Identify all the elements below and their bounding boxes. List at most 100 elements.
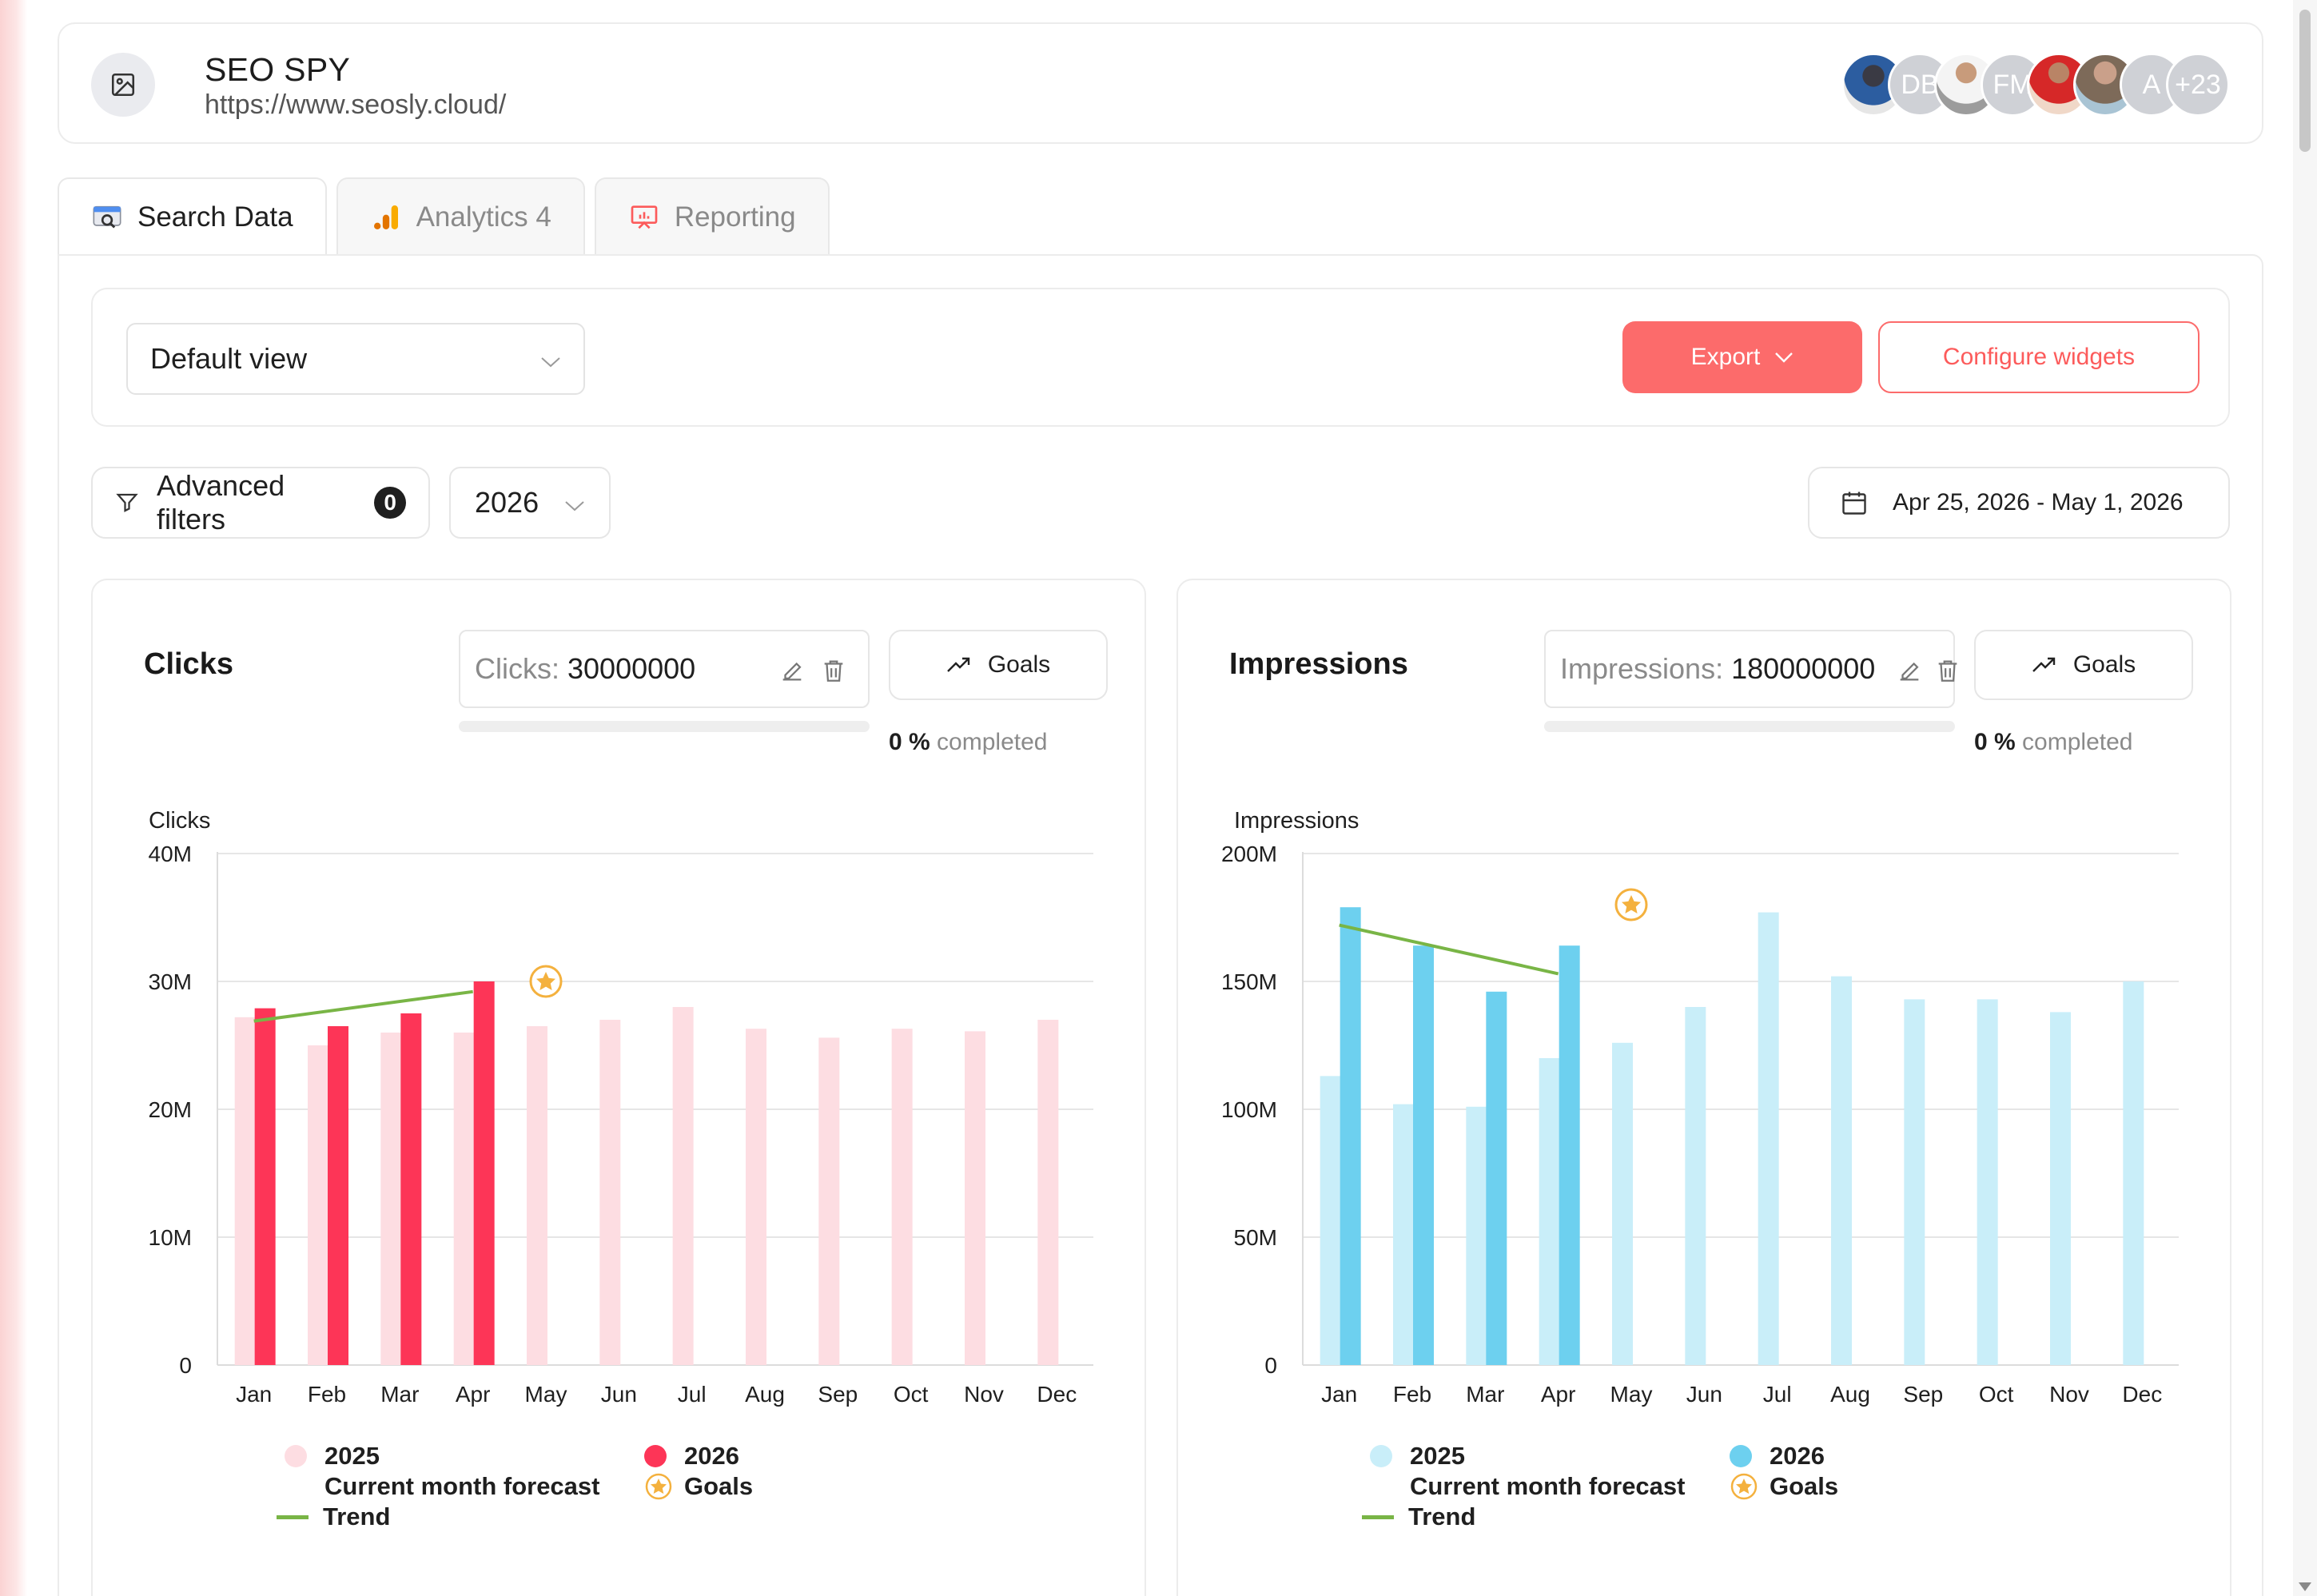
sidebar-edge bbox=[0, 0, 27, 1596]
completion-percent: 0 % bbox=[1974, 729, 2016, 755]
tab-label: Analytics 4 bbox=[416, 201, 551, 233]
goal-input[interactable]: Impressions: 180000000 bbox=[1544, 630, 1957, 708]
x-tick-label: Apr bbox=[1541, 1382, 1576, 1407]
y-axis-label: Impressions bbox=[1234, 808, 1359, 834]
x-tick-label: Jun bbox=[601, 1382, 637, 1407]
bar-2025 bbox=[1758, 912, 1779, 1365]
tab-analytics-4[interactable]: Analytics 4 bbox=[336, 177, 585, 256]
edit-icon[interactable] bbox=[778, 657, 806, 691]
bar-2025 bbox=[1977, 999, 1998, 1365]
legend-item-goals[interactable]: Goals bbox=[1730, 1472, 1838, 1501]
goal-star-icon bbox=[1730, 1472, 1758, 1501]
goal-prefix: Clicks: bbox=[475, 652, 559, 685]
bar-2026 bbox=[1559, 945, 1580, 1365]
x-tick-label: May bbox=[1610, 1382, 1653, 1407]
goals-label: Goals bbox=[2072, 651, 2136, 678]
legend-item-goals[interactable]: Goals bbox=[644, 1472, 753, 1501]
export-button[interactable]: Export bbox=[1622, 321, 1862, 393]
bar-2025 bbox=[599, 1020, 621, 1365]
legend-item-2025[interactable]: 2025 bbox=[285, 1442, 380, 1471]
chevron-down-icon bbox=[1774, 352, 1793, 363]
page-scrollbar[interactable] bbox=[2293, 0, 2317, 1596]
goal-star-icon bbox=[644, 1472, 673, 1501]
goal-marker bbox=[1614, 888, 1648, 921]
goals-button[interactable]: Goals bbox=[889, 630, 1108, 700]
legend-item-2025[interactable]: 2025 bbox=[1370, 1442, 1465, 1471]
bar-2025 bbox=[453, 1033, 475, 1365]
trend-up-icon bbox=[2032, 656, 2057, 674]
tab-reporting[interactable]: Reporting bbox=[594, 177, 830, 256]
goals-label: Goals bbox=[987, 651, 1051, 678]
bar-2026 bbox=[400, 1013, 422, 1365]
tab-label: Reporting bbox=[674, 201, 796, 233]
scroll-down-arrow-icon[interactable] bbox=[2299, 1582, 2311, 1591]
legend-item-trend[interactable]: Trend bbox=[277, 1502, 390, 1531]
x-tick-label: Jul bbox=[1763, 1382, 1792, 1407]
year-select-value: 2026 bbox=[475, 486, 539, 519]
project-url[interactable]: https://www.seosly.cloud/ bbox=[205, 90, 507, 120]
x-tick-label: Jun bbox=[1686, 1382, 1722, 1407]
goals-button[interactable]: Goals bbox=[1974, 630, 2193, 700]
bar-2026 bbox=[328, 1026, 348, 1365]
data-source-tabs: Search Data Analytics 4 Reporting bbox=[58, 177, 839, 256]
edit-icon[interactable] bbox=[1896, 657, 1923, 691]
export-label: Export bbox=[1690, 344, 1761, 370]
team-avatars[interactable]: DB FM A +23 bbox=[1841, 53, 2230, 117]
goal-progress-bar bbox=[1544, 721, 1955, 732]
x-tick-label: Nov bbox=[964, 1382, 1004, 1407]
legend-label: Goals bbox=[684, 1472, 754, 1500]
year-select[interactable]: 2026 bbox=[449, 467, 611, 539]
legend-item-2026[interactable]: 2026 bbox=[644, 1442, 739, 1471]
date-range-picker[interactable]: Apr 25, 2026 - May 1, 2026 bbox=[1808, 467, 2230, 539]
y-tick-label: 10M bbox=[149, 1225, 192, 1250]
view-select[interactable]: Default view bbox=[126, 323, 585, 395]
x-tick-label: Mar bbox=[1466, 1382, 1504, 1407]
avatar-initials[interactable]: FM bbox=[1981, 53, 2044, 117]
bar-2026 bbox=[1340, 907, 1361, 1365]
configure-widgets-button[interactable]: Configure widgets bbox=[1878, 321, 2200, 393]
legend-label: 2025 bbox=[1410, 1442, 1465, 1470]
chevron-down-icon bbox=[540, 342, 561, 376]
x-tick-label: Sep bbox=[1903, 1382, 1943, 1407]
legend-label: Goals bbox=[1770, 1472, 1839, 1500]
goal-marker bbox=[529, 965, 563, 998]
bar-2025 bbox=[308, 1045, 328, 1365]
bar-2025 bbox=[1904, 999, 1925, 1365]
x-tick-label: Aug bbox=[1830, 1382, 1870, 1407]
goal-progress-bar bbox=[459, 721, 870, 732]
goal-value: 30000000 bbox=[567, 652, 696, 685]
impressions-widget: Impressions Impressions: 180000000 Goals… bbox=[1176, 579, 2231, 1596]
legend-label: Trend bbox=[323, 1502, 391, 1530]
bar-2025 bbox=[1831, 976, 1852, 1365]
trash-icon[interactable] bbox=[820, 657, 847, 691]
legend-item-forecast[interactable]: Current month forecast bbox=[324, 1472, 599, 1501]
bar-2025 bbox=[380, 1033, 402, 1365]
legend-item-forecast[interactable]: Current month forecast bbox=[1410, 1472, 1685, 1501]
goal-input[interactable]: Clicks: 30000000 bbox=[459, 630, 870, 708]
y-tick-label: 0 bbox=[1264, 1353, 1277, 1378]
x-tick-label: Mar bbox=[380, 1382, 419, 1407]
search-console-icon bbox=[91, 201, 123, 233]
bar-2026 bbox=[1413, 945, 1434, 1365]
y-tick-label: 50M bbox=[1234, 1225, 1277, 1250]
bar-2025 bbox=[1037, 1020, 1059, 1365]
avatar-initials[interactable]: DB bbox=[1888, 53, 1952, 117]
legend-item-2026[interactable]: 2026 bbox=[1730, 1442, 1825, 1471]
legend-item-trend[interactable]: Trend bbox=[1362, 1502, 1475, 1531]
goal-value: 180000000 bbox=[1731, 652, 1876, 685]
trash-icon[interactable] bbox=[1934, 657, 1961, 691]
tab-label: Search Data bbox=[137, 201, 293, 233]
filters-count-badge: 0 bbox=[374, 487, 406, 519]
advanced-filters-button[interactable]: Advanced filters 0 bbox=[91, 467, 430, 539]
legend-swatch bbox=[1362, 1514, 1394, 1519]
bar-2025 bbox=[672, 1007, 694, 1365]
x-tick-label: Dec bbox=[1037, 1382, 1077, 1407]
tab-search-data[interactable]: Search Data bbox=[58, 177, 327, 256]
scrollbar-thumb[interactable] bbox=[2299, 10, 2311, 152]
clicks-widget: Clicks Clicks: 30000000 Goals 0 % comple… bbox=[91, 579, 1146, 1596]
x-tick-label: May bbox=[525, 1382, 567, 1407]
project-header: SEO SPY https://www.seosly.cloud/ DB FM A +… bbox=[58, 22, 2263, 144]
bar-2025 bbox=[818, 1037, 840, 1365]
advanced-filters-label: Advanced filters bbox=[157, 469, 285, 535]
avatar-initials[interactable]: +23 bbox=[2166, 53, 2230, 117]
